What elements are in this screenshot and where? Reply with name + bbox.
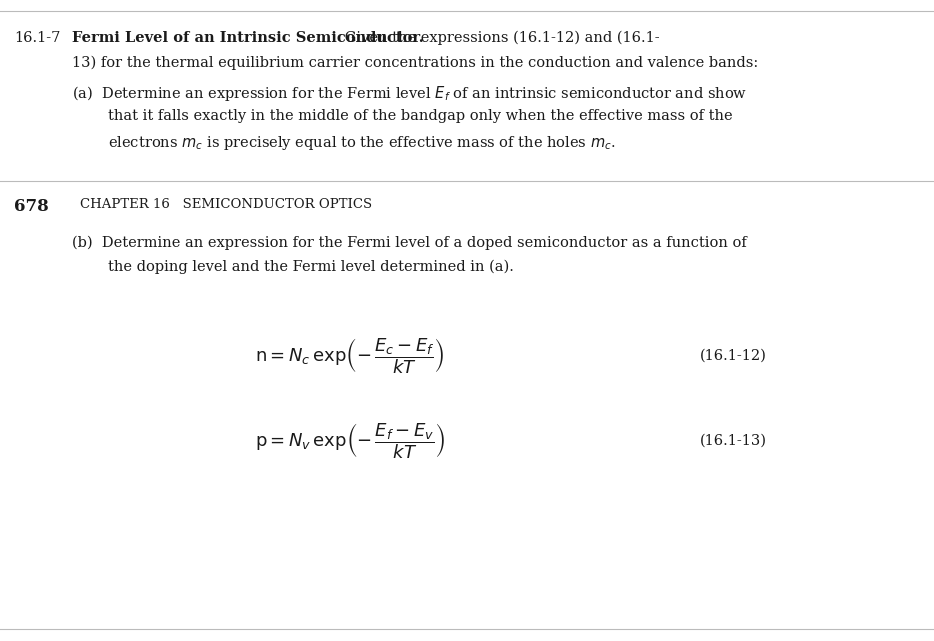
Text: Given the expressions (16.1-12) and (16.1-: Given the expressions (16.1-12) and (16.… [340,31,659,46]
Text: electrons $m_c$ is precisely equal to the effective mass of the holes $m_c$.: electrons $m_c$ is precisely equal to th… [108,134,616,152]
Text: (16.1-12): (16.1-12) [700,349,767,363]
Text: 13) for the thermal equilibrium carrier concentrations in the conduction and val: 13) for the thermal equilibrium carrier … [72,56,758,71]
Text: (a)  Determine an expression for the Fermi level $E_f$ of an intrinsic semicondu: (a) Determine an expression for the Ferm… [72,84,747,103]
Text: $\mathrm{p} = N_v \, \exp\!\left( -\,\dfrac{E_f - E_v}{kT} \right)$: $\mathrm{p} = N_v \, \exp\!\left( -\,\df… [255,421,446,461]
Text: (b)  Determine an expression for the Fermi level of a doped semiconductor as a f: (b) Determine an expression for the Ferm… [72,236,747,251]
Text: CHAPTER 16   SEMICONDUCTOR OPTICS: CHAPTER 16 SEMICONDUCTOR OPTICS [80,198,372,211]
Text: Fermi Level of an Intrinsic Semiconductor.: Fermi Level of an Intrinsic Semiconducto… [72,31,424,45]
Text: $\mathrm{n} = N_c \, \exp\!\left( -\,\dfrac{E_c - E_f}{kT} \right)$: $\mathrm{n} = N_c \, \exp\!\left( -\,\df… [255,336,445,376]
Text: that it falls exactly in the middle of the bandgap only when the effective mass : that it falls exactly in the middle of t… [108,109,732,123]
Text: 16.1-7: 16.1-7 [14,31,61,45]
Text: the doping level and the Fermi level determined in (a).: the doping level and the Fermi level det… [108,260,514,274]
Text: (16.1-13): (16.1-13) [700,434,767,448]
Text: 678: 678 [14,198,49,215]
